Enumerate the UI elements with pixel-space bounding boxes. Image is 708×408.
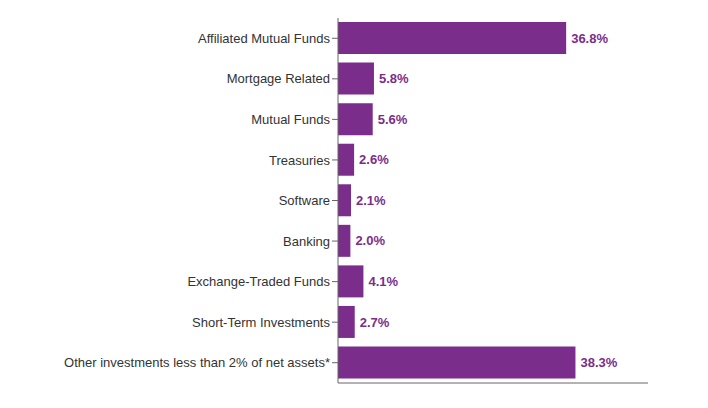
svg-text:4.1%: 4.1% — [368, 274, 398, 289]
svg-text:Affiliated Mutual Funds: Affiliated Mutual Funds — [198, 31, 330, 46]
svg-text:Mortgage Related: Mortgage Related — [227, 71, 330, 86]
svg-text:5.8%: 5.8% — [379, 71, 409, 86]
svg-text:2.7%: 2.7% — [360, 315, 390, 330]
svg-text:Treasuries: Treasuries — [269, 153, 330, 168]
svg-text:2.0%: 2.0% — [355, 233, 385, 248]
svg-text:2.1%: 2.1% — [356, 193, 386, 208]
svg-text:Software: Software — [279, 193, 330, 208]
svg-text:5.6%: 5.6% — [378, 112, 408, 127]
svg-text:38.3%: 38.3% — [580, 355, 617, 370]
svg-text:Other investments less than 2%: Other investments less than 2% of net as… — [64, 355, 330, 370]
svg-text:36.8%: 36.8% — [571, 31, 608, 46]
svg-text:Exchange-Traded Funds: Exchange-Traded Funds — [187, 274, 330, 289]
svg-text:2.6%: 2.6% — [359, 152, 389, 167]
svg-text:Banking: Banking — [283, 234, 330, 249]
svg-text:Mutual Funds: Mutual Funds — [251, 112, 330, 127]
svg-text:Short-Term Investments: Short-Term Investments — [192, 315, 330, 330]
